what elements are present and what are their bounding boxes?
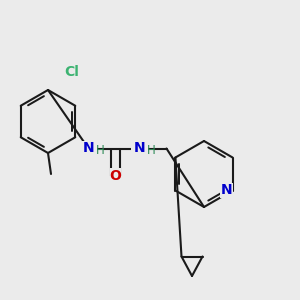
FancyBboxPatch shape	[110, 168, 122, 183]
Text: H: H	[96, 144, 105, 157]
Text: N: N	[134, 142, 145, 155]
Text: N: N	[83, 142, 94, 155]
FancyBboxPatch shape	[64, 65, 80, 79]
FancyBboxPatch shape	[131, 141, 148, 156]
Text: Cl: Cl	[64, 65, 80, 79]
Text: H: H	[147, 144, 156, 157]
Text: O: O	[110, 169, 122, 182]
Text: N: N	[221, 184, 232, 197]
FancyBboxPatch shape	[220, 183, 233, 198]
FancyBboxPatch shape	[80, 141, 97, 156]
